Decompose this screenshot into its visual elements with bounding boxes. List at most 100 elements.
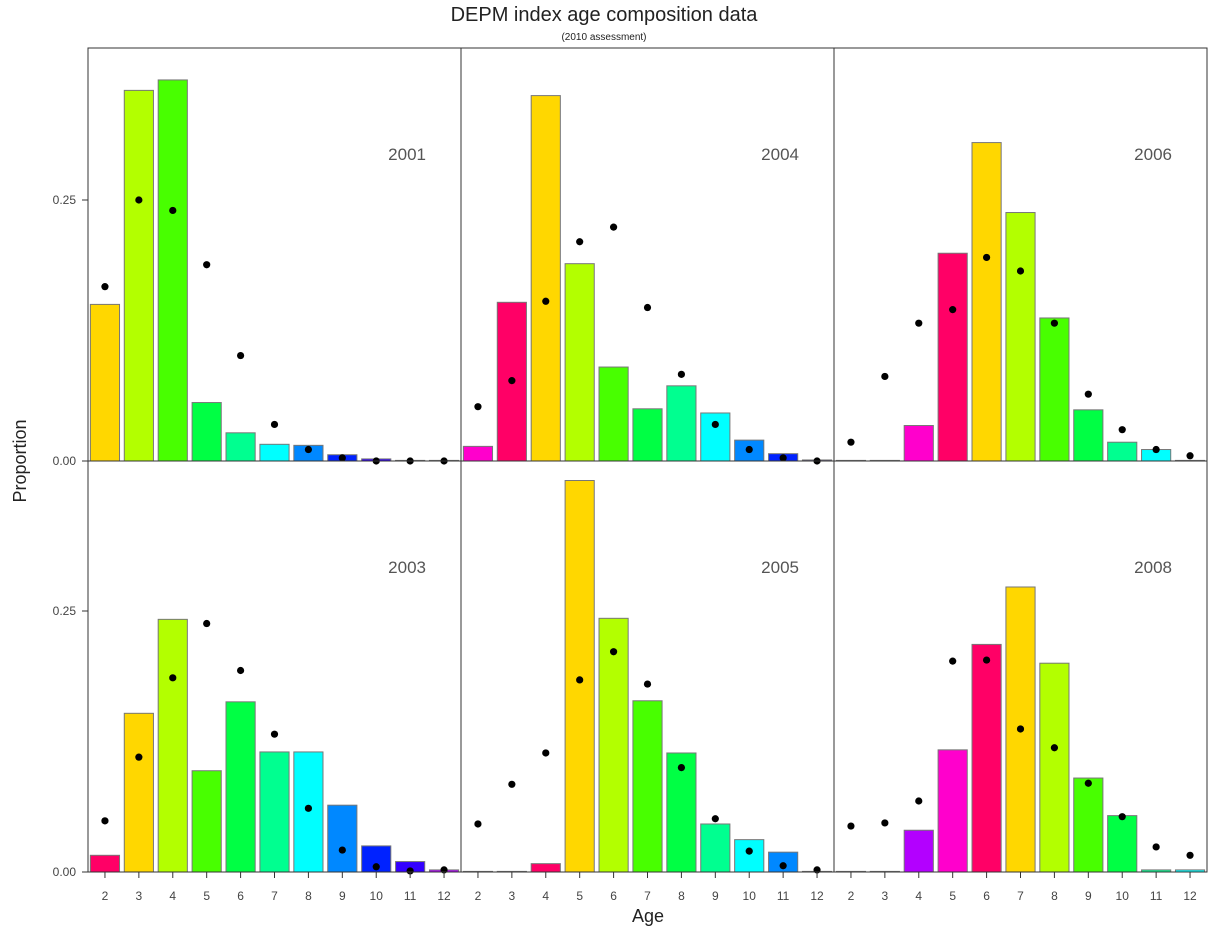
y-tick-label-top-0.25: 0.25: [53, 193, 77, 207]
point-2006-age-9: [1084, 390, 1092, 398]
bar-2006-age-9: [1073, 409, 1104, 462]
x-tick-label-col3-7: 7: [1017, 889, 1024, 903]
chart-subtitle: (2010 assessment): [561, 32, 647, 43]
point-2006-age-3: [881, 372, 889, 381]
x-tick-label-col1-7: 7: [271, 889, 278, 903]
x-tick-label-col2-8: 8: [678, 889, 685, 903]
x-tick-label-col3-11: 11: [1150, 889, 1163, 903]
x-axis-label: Age: [632, 906, 664, 926]
point-2008-age-10: [1118, 813, 1126, 821]
point-2005-age-9: [711, 815, 719, 823]
bar-2004-age-6: [598, 366, 629, 462]
x-tick-label-col3-6: 6: [983, 889, 990, 903]
x-tick-label-col1-10: 10: [370, 889, 384, 903]
x-tick-label-col1-6: 6: [237, 889, 244, 903]
panel-label-2004: 2004: [761, 145, 799, 164]
x-tick-label-col3-3: 3: [882, 889, 889, 903]
y-tick-label-bottom-0.00: 0.00: [53, 865, 77, 879]
point-2001-age-2: [101, 283, 109, 291]
point-2001-age-5: [203, 261, 211, 269]
bar-2006-age-7: [1005, 212, 1036, 462]
bar-2004-age-8: [666, 385, 697, 462]
point-2004-age-4: [542, 297, 550, 305]
point-2005-age-3: [508, 780, 516, 788]
point-2008-age-11: [1152, 843, 1160, 851]
x-tick-label-col3-8: 8: [1051, 889, 1058, 903]
point-2003-age-9: [338, 846, 346, 854]
bar-2006-age-5: [937, 252, 968, 462]
bar-2001-age-3: [123, 89, 154, 462]
bar-2008-age-10: [1107, 815, 1138, 873]
point-2003-age-6: [236, 666, 245, 675]
x-tick-label-col3-12: 12: [1183, 889, 1197, 903]
x-tick-label-col1-8: 8: [305, 889, 312, 903]
x-tick-label-col2-11: 11: [777, 889, 790, 903]
x-tick-label-col2-4: 4: [542, 889, 549, 903]
bar-2003-age-8: [293, 751, 324, 873]
bar-2001-age-7: [259, 443, 290, 462]
point-2008-age-4: [915, 797, 923, 805]
x-tick-label-col1-2: 2: [102, 889, 109, 903]
bar-2008-age-6: [971, 643, 1002, 873]
x-tick-label-col3-9: 9: [1085, 889, 1092, 903]
panel-label-2003: 2003: [388, 558, 426, 577]
point-2003-age-10: [372, 863, 380, 871]
x-tick-label-col1-11: 11: [404, 889, 417, 903]
bar-2001-age-5: [191, 402, 222, 462]
x-tick-label-col1-12: 12: [437, 889, 451, 903]
x-tick-label-col2-3: 3: [509, 889, 516, 903]
point-2001-age-8: [304, 445, 313, 454]
point-2006-age-12: [1186, 452, 1194, 460]
point-2006-age-2: [847, 438, 855, 446]
bar-2008-age-5: [937, 749, 968, 873]
x-tick-label-col3-5: 5: [949, 889, 956, 903]
bar-2004-age-5: [564, 263, 595, 462]
bar-2005-age-5: [564, 480, 595, 873]
point-2008-age-7: [1016, 725, 1025, 733]
point-2003-age-7: [270, 730, 279, 738]
bar-2005-age-10: [734, 839, 765, 873]
bar-2003-age-3: [123, 712, 154, 873]
bar-2001-age-4: [157, 79, 188, 462]
x-tick-label-col1-3: 3: [136, 889, 143, 903]
bar-2003-age-2: [89, 854, 121, 873]
chart-title: DEPM index age composition data: [450, 4, 758, 26]
point-2001-age-9: [338, 454, 346, 462]
y-tick-label-top-0.00: 0.00: [53, 454, 77, 468]
point-2003-age-3: [135, 753, 143, 761]
bar-2001-age-6: [225, 432, 256, 462]
bar-2003-age-4: [157, 618, 188, 873]
panel-label-2001: 2001: [388, 145, 426, 164]
point-2004-age-8: [677, 370, 686, 378]
point-2008-age-9: [1084, 779, 1092, 787]
bar-2003-age-5: [191, 770, 222, 873]
bar-2008-age-8: [1039, 662, 1070, 873]
bar-2004-age-9: [700, 412, 731, 462]
bar-2006-age-4: [903, 425, 934, 462]
point-2008-age-12: [1186, 851, 1194, 859]
bar-2001-age-2: [89, 303, 121, 462]
panel-label-2008: 2008: [1134, 558, 1172, 577]
point-2005-age-11: [779, 862, 787, 870]
bar-2006-age-10: [1107, 441, 1138, 462]
x-tick-label-col2-7: 7: [644, 889, 651, 903]
point-2004-age-9: [711, 420, 719, 429]
bar-2005-age-8: [666, 752, 697, 873]
y-tick-label-bottom-0.25: 0.25: [53, 604, 77, 618]
point-2004-age-7: [643, 303, 652, 312]
point-2003-age-5: [203, 619, 211, 628]
bar-2005-age-9: [700, 823, 731, 873]
x-tick-label-col3-4: 4: [915, 889, 922, 903]
bar-2004-age-2: [462, 445, 494, 462]
bar-2003-age-7: [259, 751, 290, 873]
point-2005-age-5: [576, 676, 584, 684]
x-tick-label-col2-2: 2: [475, 889, 482, 903]
point-2003-age-2: [101, 817, 109, 825]
point-2006-age-11: [1152, 445, 1160, 454]
point-2004-age-3: [508, 377, 516, 385]
point-2008-age-3: [881, 819, 889, 827]
x-tick-label-col1-4: 4: [169, 889, 176, 903]
point-2008-age-2: [847, 822, 855, 830]
bar-2006-age-6: [971, 142, 1002, 462]
bar-2004-age-4: [530, 95, 561, 462]
